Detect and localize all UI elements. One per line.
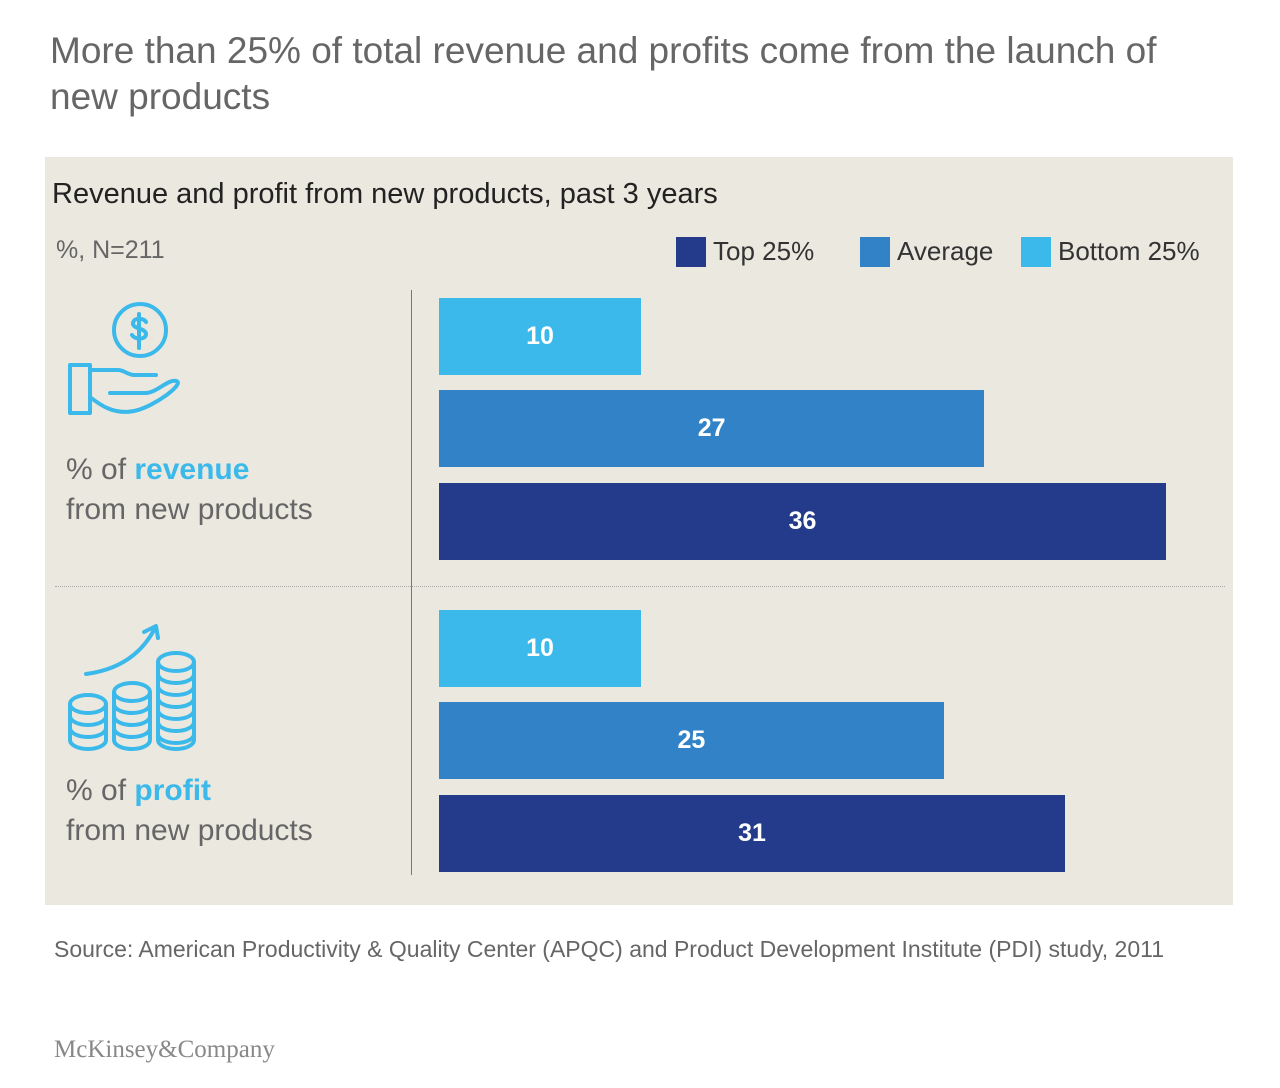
label-suffix: from new products — [66, 814, 313, 847]
axis-line — [411, 290, 412, 875]
legend-swatch — [1021, 236, 1051, 267]
label-prefix: % of — [66, 453, 135, 486]
data-label: 27 — [697, 414, 726, 442]
legend-swatch — [860, 236, 890, 267]
legend-swatch — [676, 236, 706, 267]
profit-group-label: % of profit from new products — [66, 771, 313, 851]
bar-revenue-top25: 36 — [439, 483, 1166, 560]
label-prefix: % of — [66, 774, 135, 807]
legend-bottom: Bottom 25% — [1021, 236, 1200, 267]
source-note: Source: American Productivity & Quality … — [54, 936, 1165, 962]
label-highlight: profit — [134, 774, 212, 807]
bar-profit-top25: 31 — [439, 795, 1066, 872]
legend-label: Average — [897, 236, 994, 266]
bar-revenue-bottom25: 10 — [439, 298, 641, 375]
data-label: 36 — [788, 507, 817, 535]
bar-profit-average: 25 — [439, 702, 944, 779]
hand-coin-dollar-icon — [68, 302, 180, 415]
legend-top: Top 25% — [676, 236, 814, 267]
company-logo: McKinsey&Company — [54, 1036, 275, 1063]
label-highlight: revenue — [134, 453, 250, 486]
data-label: 10 — [526, 322, 554, 350]
bar-revenue-average: 27 — [439, 390, 985, 467]
chart-title: Revenue and profit from new products, pa… — [52, 178, 718, 210]
label-suffix: from new products — [66, 493, 313, 526]
page-title: More than 25% of total revenue and profi… — [50, 30, 1157, 117]
data-label: 31 — [738, 819, 766, 847]
legend-label: Top 25% — [713, 236, 815, 266]
revenue-group-label: % of revenue from new products — [66, 450, 313, 530]
legend-label: Bottom 25% — [1058, 236, 1200, 266]
data-label: 10 — [526, 634, 554, 662]
unit-label: %, N=211 — [56, 236, 165, 264]
bar-profit-bottom25: 10 — [439, 610, 641, 687]
coin-stacks-growth-icon — [68, 624, 196, 751]
legend-average: Average — [860, 236, 993, 267]
data-label: 25 — [677, 726, 706, 754]
group-divider — [55, 586, 1225, 587]
